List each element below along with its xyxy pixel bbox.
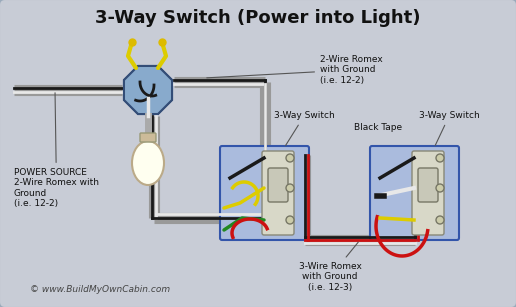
FancyBboxPatch shape — [418, 168, 438, 202]
FancyBboxPatch shape — [220, 146, 309, 240]
Circle shape — [436, 184, 444, 192]
Text: 3-Way Switch: 3-Way Switch — [419, 111, 480, 146]
Circle shape — [286, 184, 294, 192]
FancyBboxPatch shape — [412, 151, 444, 235]
FancyBboxPatch shape — [268, 168, 288, 202]
Text: Black Tape: Black Tape — [354, 123, 402, 132]
FancyBboxPatch shape — [140, 133, 156, 142]
Text: © www.BuildMyOwnCabin.com: © www.BuildMyOwnCabin.com — [30, 285, 170, 294]
Polygon shape — [124, 66, 172, 114]
Circle shape — [286, 216, 294, 224]
Text: 3-Way Switch (Power into Light): 3-Way Switch (Power into Light) — [95, 9, 421, 27]
FancyBboxPatch shape — [262, 151, 294, 235]
Polygon shape — [124, 66, 172, 114]
Circle shape — [436, 216, 444, 224]
Ellipse shape — [132, 141, 164, 185]
Text: 3-Wire Romex
with Ground
(i.e. 12-3): 3-Wire Romex with Ground (i.e. 12-3) — [299, 242, 361, 292]
FancyBboxPatch shape — [370, 146, 459, 240]
Text: 3-Way Switch: 3-Way Switch — [274, 111, 335, 146]
Text: POWER SOURCE
2-Wire Romex with
Ground
(i.e. 12-2): POWER SOURCE 2-Wire Romex with Ground (i… — [14, 93, 99, 208]
Circle shape — [436, 154, 444, 162]
Text: 2-Wire Romex
with Ground
(i.e. 12-2): 2-Wire Romex with Ground (i.e. 12-2) — [207, 55, 383, 85]
Circle shape — [286, 154, 294, 162]
